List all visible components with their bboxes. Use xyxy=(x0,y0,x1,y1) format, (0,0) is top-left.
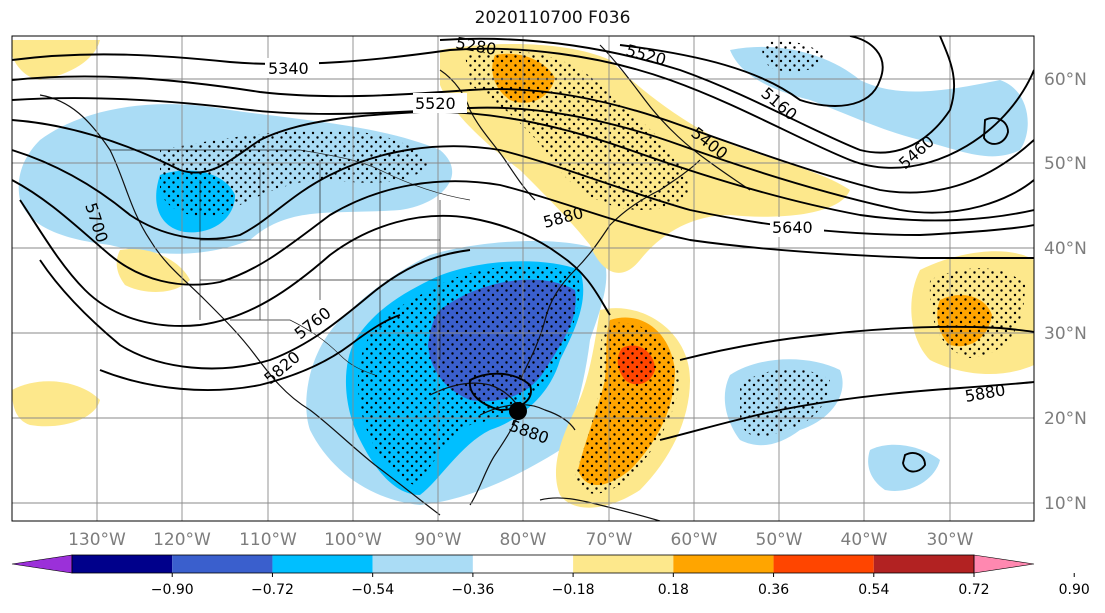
coastline-north-america-west xyxy=(39,94,441,516)
political-borders xyxy=(110,149,471,376)
colorbar-swatch xyxy=(72,555,173,573)
colorbar-tick-label: 0.72 xyxy=(958,582,989,598)
colorbar-frame xyxy=(71,554,975,574)
lon-label: 80°W xyxy=(500,530,547,550)
colorbar-swatch xyxy=(372,555,473,573)
map-frame xyxy=(11,35,1035,522)
lon-label: 70°W xyxy=(586,530,633,550)
contour-5640 xyxy=(12,179,1034,286)
anomaly-region-neg-northeast xyxy=(730,46,1028,157)
lat-label: 10°N xyxy=(1044,494,1087,514)
anomaly-region-pos-northwest xyxy=(12,40,100,80)
storm-center-marker xyxy=(509,402,527,420)
lon-label: 120°W xyxy=(153,530,211,550)
colorbar-swatch xyxy=(573,555,674,573)
latitude-axis: 60°N 50°N 40°N 30°N 20°N 10°N xyxy=(1044,70,1087,514)
coastline-cuba xyxy=(479,404,576,431)
lon-label: 90°W xyxy=(415,530,462,550)
colorbar-tick-label: −0.54 xyxy=(351,582,394,598)
contour-5160 xyxy=(619,36,884,107)
coastline-south-america xyxy=(539,497,661,521)
contour-5460 xyxy=(12,97,1034,214)
coastlines xyxy=(39,44,751,521)
contour-small-1 xyxy=(983,117,1009,145)
anomaly-shading xyxy=(12,40,1034,508)
lon-label: 100°W xyxy=(324,530,382,550)
longitude-axis: 130°W 120°W 110°W 100°W 90°W 80°W 70°W 6… xyxy=(68,530,974,550)
contour-5700 xyxy=(19,199,611,327)
contour-5760 xyxy=(39,249,471,370)
colorbar-tick-label: −0.36 xyxy=(451,582,494,598)
colorbar: −0.90 −0.72 −0.54 −0.36 −0.18 0.18 0.36 0.54 0.7… xyxy=(11,554,1090,598)
significance-stipple-5 xyxy=(740,369,830,437)
colorbar-tick-label: −0.72 xyxy=(251,582,294,598)
contour-5880-closed xyxy=(469,372,532,411)
colorbar-swatch xyxy=(873,555,974,573)
colorbar-swatch xyxy=(472,555,574,573)
anomaly-region-pos-southwest xyxy=(12,381,100,427)
significance-stipple-4 xyxy=(929,268,1025,358)
contour-5580 xyxy=(12,145,1034,240)
contour-label: 5520 xyxy=(415,94,456,113)
lon-label: 50°W xyxy=(756,530,803,550)
contour-label: 5340 xyxy=(268,59,309,78)
contour-5280 xyxy=(439,36,956,154)
significance-stipple-7 xyxy=(762,40,825,72)
lon-label: 130°W xyxy=(68,530,126,550)
contour-5880 xyxy=(659,381,1034,441)
lon-label: 110°W xyxy=(239,530,297,550)
border-us-canada xyxy=(110,149,471,201)
lon-label: 30°W xyxy=(927,530,974,550)
graticule xyxy=(12,36,1034,521)
contour-label: 5640 xyxy=(772,218,813,237)
colorbar-swatch xyxy=(272,555,373,573)
contour-small-2 xyxy=(902,452,926,473)
significance-stipple-3 xyxy=(575,322,680,494)
map-title: 2020110700 F036 xyxy=(474,8,631,28)
lat-label: 20°N xyxy=(1044,409,1087,429)
colorbar-swatch xyxy=(172,555,273,573)
lon-label: 60°W xyxy=(671,530,718,550)
colorbar-swatch xyxy=(773,555,874,573)
significance-stipple-6 xyxy=(160,130,430,217)
contour-5880-b xyxy=(679,325,1034,361)
contour-5400 xyxy=(12,75,1034,194)
border-us-mexico xyxy=(230,319,376,376)
lat-label: 50°N xyxy=(1044,154,1087,174)
colorbar-tick-label: −0.90 xyxy=(151,582,194,598)
coastline-east xyxy=(519,159,701,381)
lon-label: 40°W xyxy=(841,530,888,550)
contour-5820 xyxy=(99,314,401,391)
lat-label: 30°N xyxy=(1044,324,1087,344)
lat-label: 60°N xyxy=(1044,70,1087,90)
significance-stipple-1 xyxy=(358,265,580,485)
significance-stipple-2 xyxy=(465,51,690,210)
contour-5340 xyxy=(12,47,1034,169)
colorbar-extend-low xyxy=(11,554,73,574)
lat-label: 40°N xyxy=(1044,239,1087,259)
colorbar-tick-label: 0.90 xyxy=(1059,582,1090,598)
colorbar-swatch xyxy=(673,555,774,573)
colorbar-extend-high xyxy=(973,554,1035,574)
colorbar-tick-label: 0.18 xyxy=(658,582,689,598)
colorbar-tick-label: −0.18 xyxy=(552,582,595,598)
colorbar-tick-label: 0.54 xyxy=(858,582,889,598)
coastline-canada xyxy=(439,44,751,201)
anomaly-region-pos-pacific xyxy=(116,249,190,292)
colorbar-tick-label: 0.36 xyxy=(758,582,789,598)
state-lines xyxy=(199,160,441,360)
